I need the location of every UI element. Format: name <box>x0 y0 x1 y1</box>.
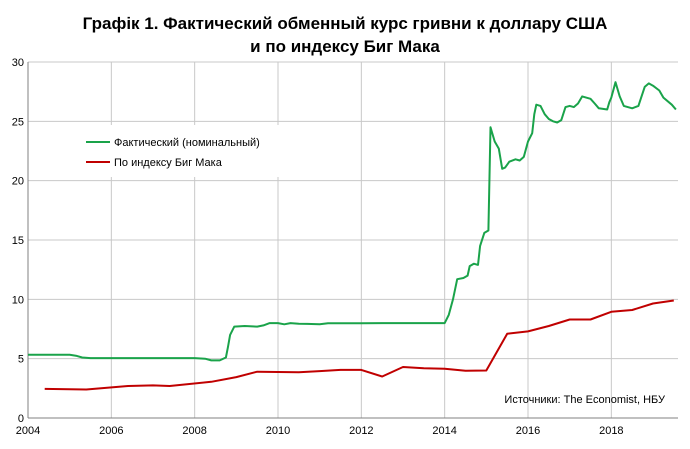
tick-labels: 0 5 10 15 20 25 30 2004 2006 2008 2010 2012 2014 2016… <box>12 57 624 437</box>
x-tick-label-2006: 2006 <box>99 425 123 437</box>
chart-title-line-1: Графік 1. Фактичеcкий обменный курс грив… <box>83 14 608 33</box>
grid <box>28 61 678 418</box>
series-line-bigmac <box>44 299 674 391</box>
x-tick-label-2008: 2008 <box>182 425 206 437</box>
y-tick-label-0: 0 <box>18 413 24 425</box>
y-tick-label-10: 10 <box>12 294 24 306</box>
legend-label-bigmac: По индексу Биг Мака <box>114 157 223 169</box>
x-tick-label-2004: 2004 <box>16 425 40 437</box>
y-tick-label-20: 20 <box>12 176 24 188</box>
legend-background <box>80 125 280 177</box>
series-line-actual <box>28 81 677 362</box>
y-tick-label-5: 5 <box>18 354 24 366</box>
y-tick-label-15: 15 <box>12 235 24 247</box>
x-tick-label-2010: 2010 <box>266 425 290 437</box>
chart-title-line-2: и по индексу Биг Мака <box>250 37 440 56</box>
axes <box>27 62 678 419</box>
series <box>28 81 677 391</box>
y-tick-label-25: 25 <box>12 116 24 128</box>
x-tick-label-2018: 2018 <box>599 425 623 437</box>
x-tick-label-2016: 2016 <box>516 425 540 437</box>
legend-label-actual: Фактический (номинальный) <box>114 137 260 149</box>
x-tick-label-2012: 2012 <box>349 425 373 437</box>
x-tick-label-2014: 2014 <box>432 425 456 437</box>
source-note: Источники: The Economist, НБУ <box>504 394 666 406</box>
y-tick-label-30: 30 <box>12 57 24 69</box>
legend: Фактический (номинальный) По индексу Биг… <box>80 125 280 177</box>
